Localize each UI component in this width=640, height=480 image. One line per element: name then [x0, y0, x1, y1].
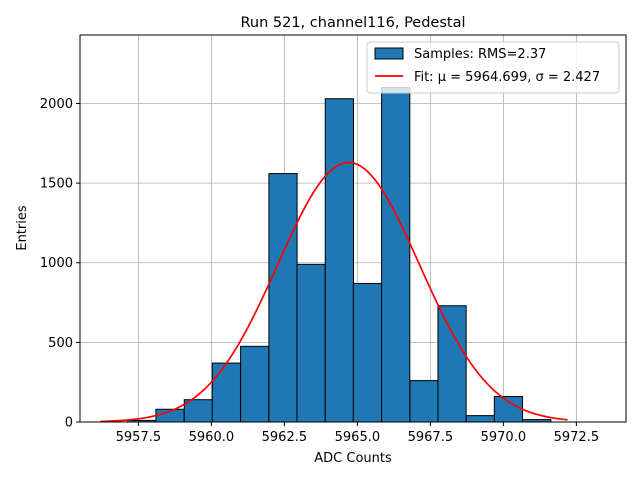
- legend: Samples: RMS=2.37 Fit: μ = 5964.699, σ =…: [366, 41, 620, 94]
- x-tick-label: 5967.5: [408, 430, 454, 445]
- legend-box: [366, 41, 620, 94]
- fit-curve-group: [100, 161, 568, 423]
- chart-title: Run 521, channel116, Pedestal: [240, 15, 465, 31]
- histogram-bar: [381, 87, 411, 423]
- y-tick-label: 1000: [40, 256, 73, 271]
- x-tick-label: 5962.5: [262, 430, 308, 445]
- histogram-bar: [324, 98, 354, 423]
- x-tick-label: 5970.0: [481, 430, 527, 445]
- y-tick-label: 2000: [40, 97, 73, 112]
- histogram-bar: [268, 173, 298, 423]
- histogram-bar: [211, 362, 241, 423]
- histogram-bars: [127, 87, 552, 423]
- y-tick-label: 500: [48, 336, 73, 351]
- x-tick-label: 5957.5: [116, 430, 162, 445]
- histogram-bar: [352, 282, 382, 423]
- x-tick-label: 5972.5: [554, 430, 600, 445]
- legend-swatch-samples: [374, 47, 404, 60]
- histogram-bar: [437, 305, 467, 423]
- histogram-bar: [465, 415, 495, 423]
- histogram-bar: [296, 263, 326, 423]
- x-tick-label: 5965.0: [335, 430, 381, 445]
- plot-frame: [79, 34, 627, 423]
- fit-curve: [100, 161, 568, 423]
- y-tick-label: 0: [65, 416, 73, 431]
- x-tick-label: 5960.0: [189, 430, 235, 445]
- y-axis-label: Entries: [15, 205, 30, 251]
- histogram-bar: [183, 399, 213, 423]
- histogram-bar: [493, 396, 524, 423]
- histogram-bar: [409, 380, 439, 423]
- x-axis-label: ADC Counts: [314, 451, 392, 466]
- y-tick-label: 1500: [40, 177, 73, 192]
- histogram-bar: [240, 345, 270, 423]
- x-axis-ticks: 5957.5 5960.0 5962.5 5965.0 5967.5 5970.0 5972…: [116, 422, 599, 445]
- y-axis-ticks: 0 500 1000 1500 2000: [40, 97, 80, 431]
- legend-label-fit: Fit: μ = 5964.699, σ = 2.427: [414, 70, 600, 85]
- legend-label-samples: Samples: RMS=2.37: [414, 47, 546, 62]
